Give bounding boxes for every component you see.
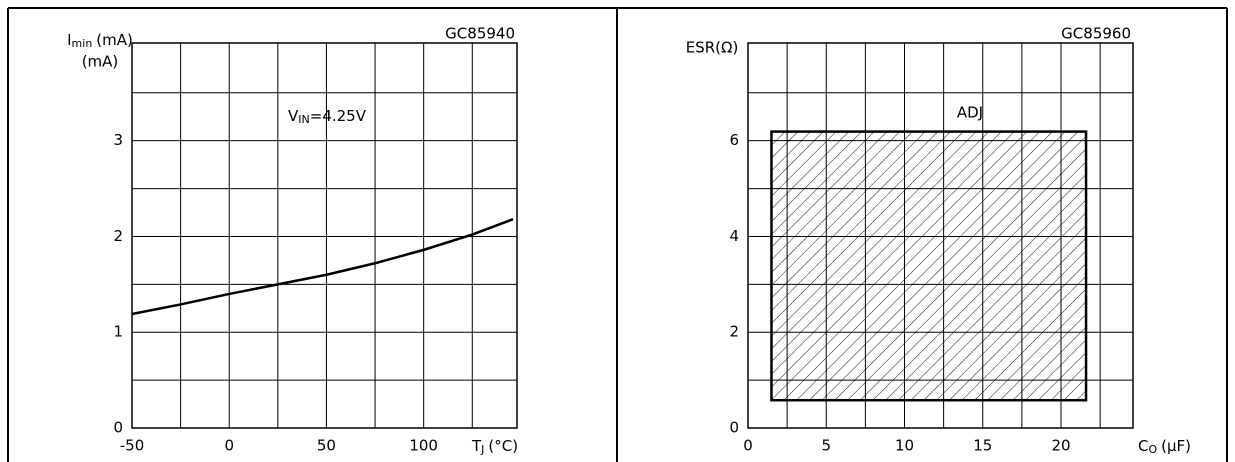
- x-tick-label: 0: [743, 437, 753, 455]
- x-axis-label-main: T: [471, 437, 482, 455]
- x-tick-label: 100: [409, 437, 438, 455]
- curve: [131, 218, 514, 316]
- x-axis-label: TJ (°C): [471, 437, 518, 457]
- x-axis-label-unit: (°C): [488, 437, 518, 455]
- annotation-main: V: [288, 107, 299, 125]
- x-axis-label-main: C: [1138, 437, 1148, 455]
- y-tick-label: 0: [729, 419, 739, 437]
- x-tick-label: 15: [973, 437, 992, 455]
- x-tick-label: -50: [120, 437, 145, 455]
- x-axis-label: CO (μF): [1138, 437, 1191, 457]
- x-tick-label: 5: [821, 437, 831, 455]
- annotation: ADJ: [957, 104, 983, 122]
- figure-code: GC85940: [445, 25, 515, 43]
- x-tick-label: 50: [317, 437, 336, 455]
- plot-frame: [747, 42, 1134, 429]
- y-tick-label: 4: [729, 227, 739, 245]
- plot-frame: [131, 42, 518, 429]
- x-tick-label: 20: [1051, 437, 1070, 455]
- annotation: VIN=4.25V: [288, 107, 367, 127]
- y-axis-unit: (mA): [82, 53, 119, 71]
- annotation-sub: IN: [298, 113, 309, 126]
- y-tick-label: 2: [729, 323, 739, 341]
- stable-region: [770, 130, 1088, 402]
- y-axis-label: Imin (mA): [67, 31, 133, 51]
- x-axis-label-sub: J: [480, 443, 484, 456]
- y-axis-label-sub: min: [72, 37, 93, 50]
- x-tick-label: 0: [224, 437, 234, 455]
- y-tick-label: 2: [113, 227, 123, 245]
- y-tick-label: 3: [113, 131, 123, 149]
- y-tick-label: 6: [729, 131, 739, 149]
- figure-code: GC85960: [1061, 25, 1131, 43]
- y-axis-label-unit: (mA): [96, 31, 133, 49]
- x-tick-label: 10: [895, 437, 914, 455]
- y-axis-label-main: I: [67, 31, 71, 49]
- x-axis-label-sub: O: [1148, 443, 1157, 456]
- x-axis-label-unit: (μF): [1161, 437, 1191, 455]
- y-axis-label: ESR(Ω): [686, 39, 739, 57]
- annotation-rest: =4.25V: [310, 107, 367, 125]
- y-tick-label: 1: [113, 323, 123, 341]
- y-tick-label: 0: [113, 419, 123, 437]
